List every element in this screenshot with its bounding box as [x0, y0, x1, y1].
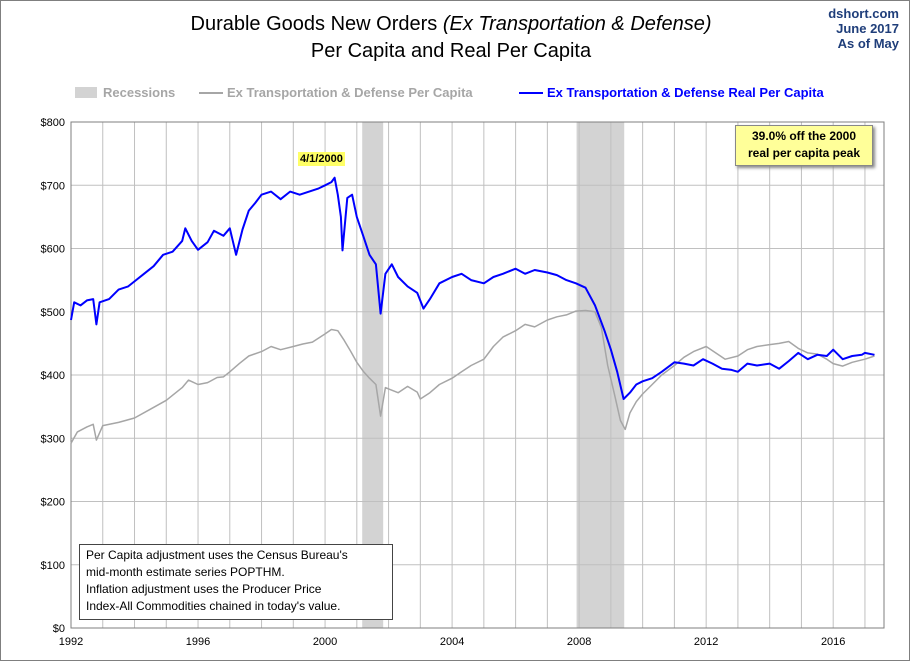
chart-title: Durable Goods New Orders (Ex Transportat… [61, 13, 841, 36]
series-line-0 [70, 309, 875, 444]
y-tick-label-0: $0 [53, 623, 65, 635]
plot-area-border [70, 121, 885, 629]
note-line1: Per Capita adjustment uses the Census Bu… [86, 548, 348, 562]
peak-callout-line1: 39.0% off the 2000 [751, 129, 857, 143]
note-line3: Inflation adjustment uses the Producer P… [86, 582, 322, 596]
x-tick-label-3: 2004 [440, 636, 464, 648]
note-line4: Index-All Commodities chained in today's… [86, 599, 341, 613]
peak-callout: 39.0% off the 2000 real per capita peak [735, 125, 873, 166]
y-tick-label-1: $100 [41, 560, 65, 572]
legend-swatch-real [519, 92, 543, 94]
legend-label-nominal: Ex Transportation & Defense Per Capita [227, 85, 473, 100]
source-block: dshort.com June 2017 As of May [828, 6, 899, 51]
chart-subtitle: Per Capita and Real Per Capita [310, 40, 592, 62]
source-site: dshort.com [828, 6, 899, 21]
y-tick-label-3: $300 [41, 433, 65, 445]
chart-title-main: Durable Goods New Orders [190, 13, 443, 35]
legend-swatch-nominal [199, 92, 223, 94]
methodology-note: Per Capita adjustment uses the Census Bu… [79, 544, 393, 620]
source-as-of: As of May [837, 36, 899, 51]
x-tick-label-6: 2016 [821, 636, 845, 648]
legend-label-real: Ex Transportation & Defense Real Per Cap… [547, 85, 824, 100]
x-tick-label-1: 1996 [186, 636, 210, 648]
note-line2: mid-month estimate series POPTHM. [86, 565, 285, 579]
chart-title-italic: (Ex Transportation & Defense) [442, 13, 712, 35]
legend-label-recessions: Recessions [103, 85, 176, 100]
x-tick-label-4: 2008 [567, 636, 591, 648]
x-tick-label-2: 2000 [313, 636, 337, 648]
y-tick-label-5: $500 [41, 307, 65, 319]
y-tick-label-6: $600 [41, 244, 65, 256]
legend-swatch-recessions [75, 87, 97, 98]
y-tick-label-8: $800 [41, 117, 65, 129]
source-date: June 2017 [836, 21, 899, 36]
y-tick-label-2: $200 [41, 497, 65, 509]
y-tick-label-4: $400 [41, 370, 65, 382]
x-tick-label-5: 2012 [694, 636, 718, 648]
peak-callout-line2: real per capita peak [747, 146, 861, 160]
y-tick-label-7: $700 [41, 180, 65, 192]
peak-date-annotation: 4/1/2000 [298, 152, 345, 166]
series-line-1 [70, 176, 875, 400]
x-tick-label-0: 1992 [59, 636, 83, 648]
